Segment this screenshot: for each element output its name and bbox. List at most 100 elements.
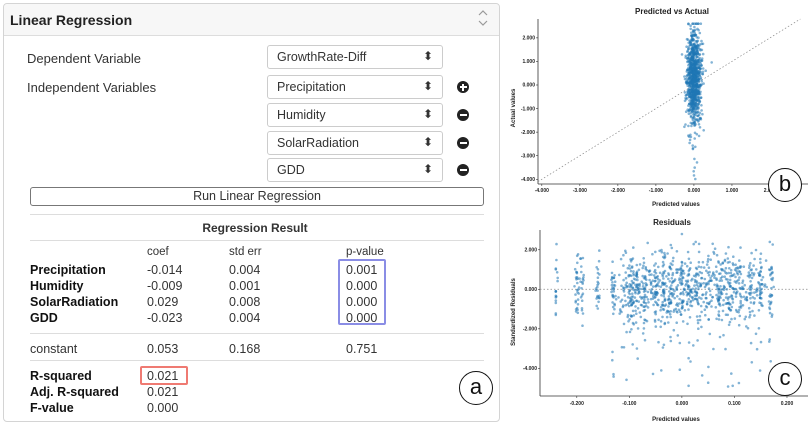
data-point: [676, 334, 680, 337]
data-point: [662, 294, 666, 298]
independent-variable-select-1[interactable]: Precipitation ⬍: [267, 75, 443, 99]
data-point: [687, 22, 690, 26]
data-point: [573, 267, 577, 271]
independent-variable-select-3[interactable]: SolarRadiation ⬍: [267, 131, 443, 155]
data-point: [680, 53, 684, 56]
data-point: [644, 284, 648, 287]
data-point: [702, 266, 706, 269]
data-point: [642, 305, 646, 308]
data-point: [771, 271, 774, 274]
data-point: [760, 278, 763, 282]
data-point: [693, 50, 697, 54]
data-point: [620, 310, 623, 314]
data-point: [715, 253, 719, 257]
remove-variable-button[interactable]: [457, 109, 469, 121]
data-point: [700, 265, 703, 269]
data-point: [698, 270, 702, 274]
data-point: [746, 326, 750, 330]
data-point: [668, 265, 672, 268]
data-point: [687, 257, 691, 261]
data-point: [684, 123, 687, 126]
data-point: [696, 22, 700, 26]
data-point: [630, 279, 634, 283]
data-point: [768, 311, 772, 315]
data-point: [622, 264, 625, 267]
data-point: [659, 308, 662, 312]
data-point: [676, 271, 679, 274]
regression-result-title: Regression Result: [202, 221, 308, 235]
data-point: [689, 115, 693, 119]
data-point: [745, 296, 748, 300]
data-point: [687, 287, 690, 290]
data-point: [621, 305, 625, 309]
data-point: [698, 43, 702, 46]
data-point: [695, 267, 699, 271]
data-point: [595, 266, 598, 269]
data-point: [735, 271, 739, 275]
data-point: [718, 295, 721, 298]
data-point: [685, 77, 688, 80]
data-point: [685, 302, 689, 306]
add-variable-button[interactable]: [457, 81, 469, 93]
data-point: [576, 298, 580, 301]
data-point: [689, 24, 692, 28]
data-point: [715, 278, 718, 282]
select-arrows-icon: ⬍: [422, 49, 433, 63]
data-point: [761, 304, 764, 308]
data-point: [699, 22, 703, 26]
data-point: [749, 341, 753, 345]
data-point: [701, 260, 705, 264]
data-point: [699, 84, 702, 88]
data-point: [627, 291, 631, 294]
data-point: [580, 270, 583, 274]
coef-value: -0.014: [147, 263, 183, 277]
data-point: [625, 285, 628, 289]
x-tick-label: -0.100: [622, 401, 636, 407]
y-tick-label: 2.000: [524, 247, 537, 253]
data-point: [669, 335, 672, 339]
data-point: [698, 47, 702, 51]
data-point: [737, 381, 741, 385]
data-point: [716, 297, 719, 300]
data-point: [695, 83, 698, 86]
data-point: [610, 283, 614, 287]
constant-coef: 0.053: [147, 342, 179, 356]
data-point: [668, 313, 672, 316]
dependent-variable-select[interactable]: GrowthRate-Diff ⬍: [267, 45, 443, 69]
data-point: [554, 299, 558, 302]
independent-variable-select-2[interactable]: Humidity ⬍: [267, 103, 443, 127]
data-point: [701, 52, 705, 56]
data-point: [719, 263, 722, 266]
data-point: [580, 265, 583, 268]
data-point: [628, 318, 631, 321]
data-point: [689, 51, 692, 55]
data-point: [694, 28, 697, 32]
y-tick-label: 1.000: [522, 59, 535, 65]
data-point: [755, 290, 758, 294]
independent-variable-select-4[interactable]: GDD ⬍: [267, 158, 443, 182]
remove-variable-button[interactable]: [457, 137, 469, 149]
data-point: [747, 306, 751, 310]
independent-variable-value: Precipitation: [277, 80, 346, 94]
data-point: [680, 261, 684, 264]
x-tick-label: 0.100: [728, 401, 741, 407]
data-point: [700, 276, 703, 280]
data-point: [691, 146, 695, 150]
divider: [30, 214, 484, 215]
data-point: [684, 110, 688, 113]
data-point: [710, 274, 714, 278]
data-point: [695, 40, 699, 43]
data-point: [612, 312, 615, 316]
chevron-up-down-icon[interactable]: [477, 9, 489, 27]
data-point: [737, 308, 741, 312]
data-point: [717, 300, 720, 303]
data-point: [730, 372, 733, 375]
remove-variable-button[interactable]: [457, 164, 469, 176]
run-regression-button[interactable]: Run Linear Regression: [30, 187, 484, 206]
data-point: [635, 299, 638, 302]
data-point: [708, 289, 712, 293]
data-point: [645, 295, 648, 299]
data-point: [687, 89, 690, 93]
data-point: [631, 343, 634, 346]
data-point: [705, 269, 708, 273]
